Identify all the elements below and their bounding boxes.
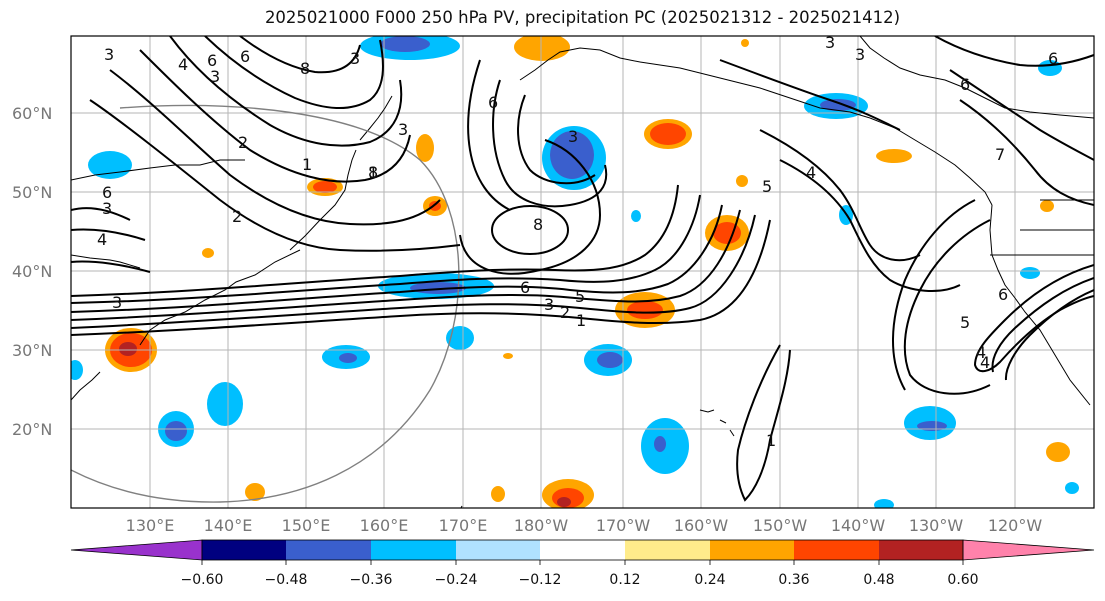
colorbar-tick-label: −0.60	[181, 572, 224, 588]
island-outlines	[460, 409, 735, 508]
pv-label: 3	[568, 127, 578, 146]
lon-label: 170°W	[596, 516, 651, 535]
pv-label: 4	[976, 343, 986, 362]
lat-label: 30°N	[12, 341, 52, 360]
colorbar-tick-label: −0.36	[350, 572, 393, 588]
lon-label: 160°E	[360, 516, 409, 535]
lon-label: 150°E	[282, 516, 331, 535]
pv-label: 1	[302, 155, 312, 174]
lon-label: 130°E	[126, 516, 175, 535]
colorbar-tick-label: 0.36	[778, 572, 809, 588]
lat-label: 60°N	[12, 104, 52, 123]
colorbar-bin	[879, 540, 963, 560]
lon-label: 130°W	[909, 516, 964, 535]
colorbar-tick-label: −0.24	[435, 572, 478, 588]
colorbar-bin	[710, 540, 794, 560]
pv-label: 6	[102, 183, 112, 202]
pv-label: 1	[766, 431, 776, 450]
pv-label: 6	[207, 51, 217, 70]
lat-label: 50°N	[12, 183, 52, 202]
pv-label: 4	[806, 163, 816, 182]
reference-great-circle	[71, 104, 460, 503]
pv-label: 1	[368, 163, 378, 182]
coastlines	[71, 36, 1094, 406]
colorbar-bin	[625, 540, 710, 560]
colorbar-tick-label: −0.12	[519, 572, 562, 588]
colorbar-bin	[286, 540, 371, 560]
pv-label: 3	[855, 45, 865, 64]
pv-label: 1	[576, 311, 586, 330]
pv-contours	[71, 36, 1094, 502]
pv-label: 6	[240, 47, 250, 66]
colorbar-bin	[540, 540, 625, 560]
graticule	[71, 36, 1094, 508]
colorbar-tick-label: 0.48	[863, 572, 894, 588]
pv-label: 6	[998, 285, 1008, 304]
colorbar-bin	[456, 540, 540, 560]
colorbar-tick-label: −0.48	[265, 572, 308, 588]
map-frame	[70, 35, 1095, 509]
pv-label: 3	[210, 67, 220, 86]
pv-label: 3	[102, 199, 112, 218]
pv-label: 2	[232, 207, 242, 226]
colorbar-extend-max	[962, 539, 1095, 561]
pv-label: 4	[178, 55, 188, 74]
pv-label: 4	[980, 353, 990, 372]
pv-label: 5	[762, 177, 772, 196]
pv-label: 2	[238, 133, 248, 152]
pv-label: 8	[368, 163, 378, 182]
lat-label: 40°N	[12, 262, 52, 281]
colorbar-bin	[794, 540, 879, 560]
lon-label: 160°W	[674, 516, 729, 535]
pv-label: 4	[97, 230, 107, 249]
colorbar-extend-min	[70, 539, 203, 561]
pv-label: 6	[488, 93, 498, 112]
longitude-labels: 130°E 140°E 150°E 160°E 170°E 180°W 170°…	[126, 516, 1043, 535]
pv-label: 3	[104, 45, 114, 64]
latitude-labels: 60°N 50°N 40°N 30°N 20°N	[12, 104, 52, 439]
colorbar: −0.60 −0.48 −0.36 −0.24 −0.12 0.12 0.24 …	[70, 539, 1095, 588]
pv-label: 3	[398, 120, 408, 139]
pv-contour-labels: 3 4 6 6 3 8 3 3 2 1 6 3 4 2 3 1 3 8 6 3 …	[97, 33, 1058, 450]
pv-label: 6	[1048, 49, 1058, 68]
pv-label: 2	[560, 303, 570, 322]
pv-label: 5	[960, 313, 970, 332]
lon-label: 150°W	[753, 516, 808, 535]
colorbar-bin	[371, 540, 456, 560]
lon-label: 120°W	[988, 516, 1043, 535]
colorbar-tick-label: 0.60	[947, 572, 978, 588]
pv-label: 5	[575, 287, 585, 306]
pv-label: 8	[533, 215, 543, 234]
pv-label: 3	[112, 293, 122, 312]
lon-label: 140°E	[204, 516, 253, 535]
pv-label: 6	[520, 278, 530, 297]
lon-label: 180°W	[514, 516, 569, 535]
pv-label: 8	[300, 59, 310, 78]
lat-label: 20°N	[12, 420, 52, 439]
colorbar-tick-label: 0.12	[609, 572, 640, 588]
pv-label: 3	[544, 295, 554, 314]
pv-label: 3	[350, 49, 360, 68]
map-title: 2025021000 F000 250 hPa PV, precipitatio…	[264, 8, 901, 27]
lon-label: 170°E	[439, 516, 488, 535]
colorbar-bin	[202, 540, 286, 560]
colorbar-tick-label: 0.24	[694, 572, 725, 588]
pv-label: 7	[995, 145, 1005, 164]
pv-label: 3	[825, 33, 835, 52]
lon-label: 140°W	[831, 516, 886, 535]
pv-label: 6	[960, 75, 970, 94]
